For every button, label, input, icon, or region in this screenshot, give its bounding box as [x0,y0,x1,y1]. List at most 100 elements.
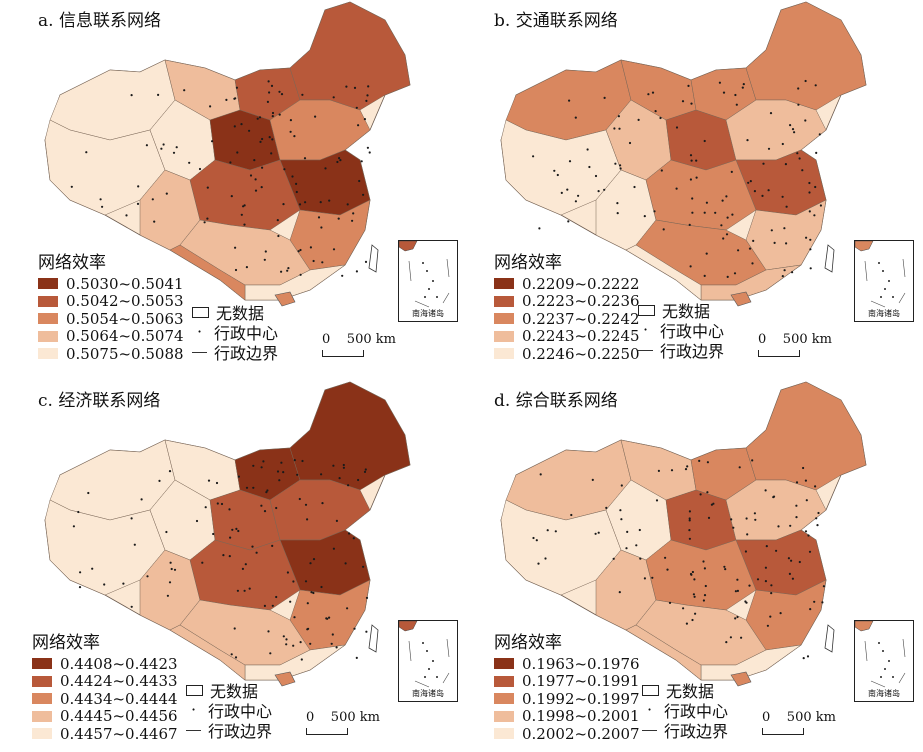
admin-center-dot [597,531,600,534]
admin-center-dot [762,162,765,165]
admin-center-dot [271,604,274,607]
admin-center-dot [289,130,292,133]
admin-center-dot [814,185,817,189]
panel-b: b. 交通联系网络 网络效率 0.2209~0.2222 0.2223~0.22… [456,0,917,372]
swatch-1 [494,278,514,290]
no-data-label: 无数据 [216,304,265,323]
admin-center-dot [726,216,729,219]
admin-center-dot [689,154,693,157]
swatch-3 [38,313,58,325]
admin-center-dot [793,131,796,134]
admin-center-dot [296,473,299,476]
admin-center-dot [568,99,571,102]
map-region [189,159,301,231]
admin-center-dot [229,161,232,164]
admin-center-dot [725,641,728,644]
admin-center-dot [331,633,334,636]
admin-center-dot [687,84,690,87]
hainan-island [274,291,296,307]
admin-center-dot [360,160,363,163]
admin-center-dot [586,148,589,151]
inset-label: 南海诸岛 [868,309,900,318]
admin-center-dot [345,85,348,88]
admin-center-dot [321,261,324,264]
admin-center-dot [730,518,733,521]
admin-center-dot [714,211,717,214]
admin-center-dot [730,170,733,173]
admin-center-dot [363,118,366,121]
admin-center-dot [815,151,818,154]
admin-center-dot [567,220,570,223]
admin-center-dot [816,524,819,527]
admin-center-dot [346,607,349,610]
admin-center-dot [748,247,752,250]
admin-center-dot [638,528,641,532]
admin-center-dot [304,580,308,583]
admin-boundary-line-icon [642,729,657,731]
legend-title: 网络效率 [494,253,562,273]
admin-center-dot [364,468,367,471]
no-data-swatch [192,306,209,318]
panel-d: d. 综合联系网络 网络效率 0.1963~0.1976 0.1977~0.19… [456,380,917,752]
admin-center-dot [170,567,173,571]
admin-center-dot [688,223,691,226]
admin-center-dot [175,146,178,149]
admin-center-dot [151,198,154,201]
admin-center-dot [293,459,296,462]
admin-center-dot [212,532,215,536]
admin-center-dot [307,627,310,630]
admin-center-dot [355,656,358,659]
admin-center-dot [335,646,338,649]
admin-center-dot [347,484,350,487]
swatch-4 [494,710,514,722]
admin-center-dot [299,273,302,276]
admin-center-dot [295,182,298,185]
swatch-1 [32,658,52,670]
admin-center-dot [228,555,231,558]
admin-center-dot [765,545,768,548]
admin-center-dot [773,241,776,244]
legend: 网络效率 0.1963~0.1976 0.1977~0.1991 0.1992~… [494,628,640,743]
scale-bar-line [322,350,364,357]
admin-center-dot [752,239,755,242]
admin-center-dot [267,80,270,83]
admin-center-dot [342,466,345,469]
taiwan-island [824,244,835,273]
legend-label: 0.2246~0.2250 [522,344,640,363]
legend-label: 0.2237~0.2242 [522,309,640,328]
admin-center-dot [664,556,667,559]
admin-center-dot [162,143,165,146]
admin-center-dot [619,167,622,170]
swatch-4 [38,330,58,342]
admin-center-dot [282,471,285,474]
admin-center-dot [635,544,638,547]
admin-center-dot [204,506,207,509]
admin-center-dot [77,510,80,514]
admin-center-dot [736,578,739,581]
map-region [645,539,757,611]
swatch-5 [32,728,52,740]
admin-center-dot [285,643,288,646]
admin-center-dot [779,612,782,615]
admin-center-dot [341,274,344,277]
admin-center-dot [643,577,646,580]
admin-center-dot [668,601,672,604]
admin-center-dot [320,473,323,476]
admin-center-dot [734,590,737,593]
admin-center-dot [653,210,656,213]
admin-center-dot [705,201,708,204]
admin-center-dot [742,83,745,86]
admin-center-dot [364,260,368,263]
admin-center-dot [201,561,204,564]
admin-center-dot [532,155,535,158]
admin-center-dot [707,516,711,519]
symbol-legend: 无数据 · 行政中心 行政边界 [638,300,724,361]
admin-center-dot [725,195,728,198]
admin-center-dot [240,213,243,216]
admin-center-dot [693,595,696,598]
admin-center-dot [817,511,820,515]
legend-label: 0.2223~0.2236 [522,292,640,311]
admin-center-dot [769,112,773,115]
map-region [244,644,346,681]
inset-map: 南海诸岛 [854,620,914,702]
